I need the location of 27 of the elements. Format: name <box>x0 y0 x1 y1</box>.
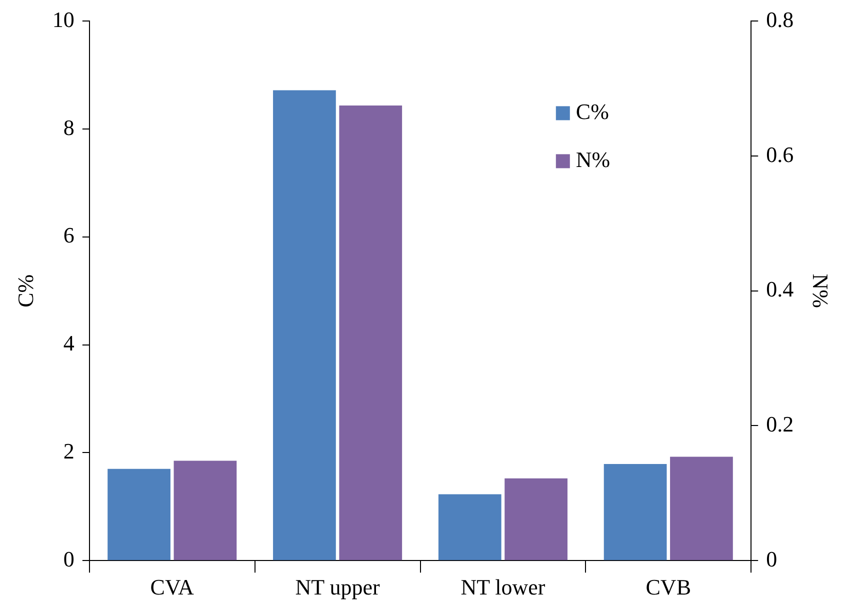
y2-tick-label: 0 <box>766 546 778 572</box>
legend-label: C% <box>576 98 609 124</box>
legend-label: N% <box>576 146 610 172</box>
bar <box>670 456 733 560</box>
y-tick-label: 10 <box>52 6 74 32</box>
x-tick-label: NT lower <box>460 574 546 600</box>
y-axis-title: C% <box>12 274 38 308</box>
y2-tick-label: 0.6 <box>766 142 794 167</box>
bar <box>174 460 237 560</box>
bar <box>273 90 336 560</box>
bar <box>504 478 568 560</box>
y-tick-label: 6 <box>63 222 74 248</box>
x-tick-label: NT upper <box>295 574 380 600</box>
y2-axis-title: N% <box>808 274 834 308</box>
x-tick-label: CVB <box>646 574 692 600</box>
bar <box>438 494 502 560</box>
y-tick-label: 0 <box>63 546 74 572</box>
y-tick-label: 8 <box>63 114 74 140</box>
y2-tick-label: 0.8 <box>766 6 794 32</box>
y-tick-label: 2 <box>63 438 74 464</box>
x-tick-label: CVA <box>150 574 194 600</box>
y2-tick-label: 0.4 <box>766 276 794 302</box>
bar <box>339 105 402 560</box>
bar <box>108 468 170 560</box>
bar <box>604 464 667 560</box>
y-tick-label: 4 <box>63 330 74 356</box>
y2-tick-label: 0.2 <box>766 412 794 437</box>
